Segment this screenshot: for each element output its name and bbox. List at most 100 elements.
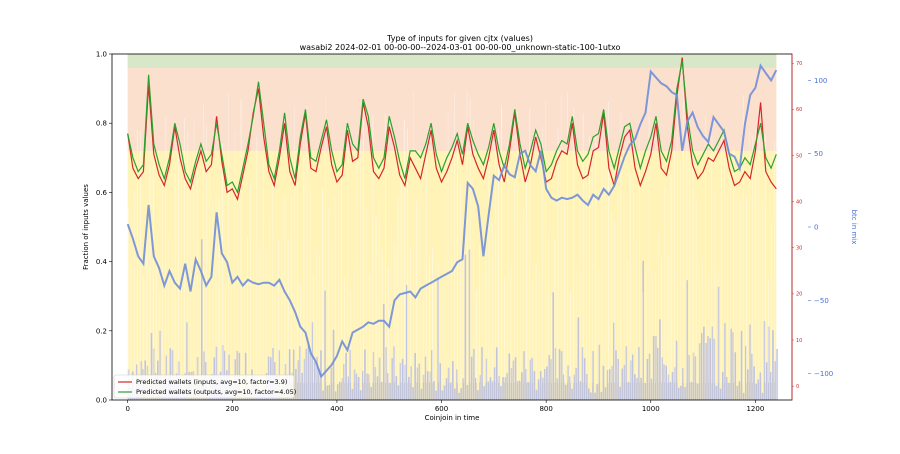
blue-bar: [621, 368, 624, 400]
white-streak: [548, 234, 550, 383]
white-streak: [419, 159, 421, 383]
blue-bar: [330, 367, 333, 400]
y3-tick-label: 0: [796, 384, 799, 390]
blue-bar: [518, 380, 521, 400]
blue-bar: [698, 343, 701, 400]
blue-bar: [726, 376, 728, 400]
blue-bar: [378, 357, 381, 400]
white-streak: [736, 195, 738, 383]
blue-bar: [399, 363, 402, 400]
blue-bar: [464, 254, 467, 400]
blue-bar: [313, 361, 316, 400]
blue-bar: [636, 377, 638, 400]
blue-bar: [493, 367, 496, 400]
blue-bar: [215, 346, 218, 400]
blue-bar: [297, 360, 299, 400]
white-streak: [592, 144, 593, 383]
blue-bar: [659, 319, 661, 400]
white-streak: [466, 90, 468, 383]
white-streak: [648, 94, 650, 383]
white-streak: [680, 161, 681, 383]
y-tick-label: 0.4: [96, 258, 108, 266]
blue-bar: [309, 352, 312, 400]
white-streak: [771, 222, 772, 383]
blue-bar: [481, 347, 483, 400]
white-streak: [231, 270, 233, 383]
blue-bar: [397, 385, 400, 400]
blue-bar: [550, 359, 552, 400]
white-streak: [300, 283, 302, 383]
white-streak: [632, 173, 634, 383]
blue-bar: [694, 356, 697, 400]
white-streak: [441, 293, 443, 383]
blue-bar: [713, 338, 716, 400]
white-streak: [168, 235, 170, 383]
blue-bar: [579, 381, 582, 400]
white-streak: [331, 244, 333, 383]
white-streak: [312, 275, 314, 383]
white-streak: [708, 273, 710, 383]
white-streak: [639, 120, 641, 383]
blue-bar: [742, 392, 745, 400]
white-streak: [476, 289, 477, 383]
blue-bar: [736, 385, 739, 400]
white-streak: [171, 267, 173, 383]
white-streak: [344, 277, 346, 383]
blue-bar: [657, 347, 659, 400]
white-streak: [774, 141, 776, 383]
blue-bar: [541, 377, 544, 400]
blue-bar: [456, 369, 458, 400]
series-lines: [126, 57, 778, 379]
white-streak: [337, 188, 339, 383]
blue-bar: [508, 353, 511, 400]
blue-bar: [332, 329, 335, 400]
blue-bar: [353, 369, 356, 400]
blue-bar: [577, 317, 580, 400]
x-tick-label: 400: [330, 405, 343, 413]
blue-bar: [772, 330, 774, 400]
x-tick-label: 1200: [746, 405, 764, 413]
blue-bar: [588, 388, 590, 400]
white-streak: [325, 95, 327, 383]
white-streak: [498, 128, 499, 383]
white-streak: [623, 196, 625, 383]
x-tick-label: 800: [539, 405, 552, 413]
blue-bar: [357, 377, 360, 400]
x-tick-label: 200: [226, 405, 239, 413]
blue-bar: [393, 346, 396, 400]
blue-bar: [498, 375, 500, 400]
blue-bar: [615, 350, 617, 400]
white-streak: [598, 267, 600, 383]
blue-bar: [307, 345, 310, 400]
white-streak: [516, 111, 518, 383]
white-streak: [228, 93, 229, 383]
blue-bar: [585, 373, 588, 400]
white-streak: [683, 91, 684, 383]
white-streak: [730, 176, 732, 383]
blue-bar: [466, 384, 469, 400]
white-streak: [428, 257, 430, 383]
blue-bar: [445, 378, 448, 400]
blue-bar: [316, 356, 318, 400]
blue-bar: [537, 379, 540, 400]
white-streak: [717, 268, 719, 383]
blue-bar: [776, 348, 778, 400]
blue-bar: [483, 386, 485, 400]
white-streak: [146, 238, 148, 383]
white-streak: [570, 292, 572, 383]
blue-bar: [487, 381, 490, 400]
white-streak: [614, 220, 615, 383]
white-streak: [224, 289, 226, 383]
x-axis-ticks: 0 200 400 600 800 1000 1200: [125, 400, 764, 413]
band-green-top: [127, 54, 777, 68]
white-streak: [739, 199, 741, 383]
y3-tick-label: 20: [796, 292, 802, 298]
blue-bar: [414, 353, 416, 400]
white-streak: [463, 243, 465, 383]
blue-bar: [336, 384, 339, 400]
blue-bar: [514, 357, 517, 400]
blue-bar: [527, 382, 529, 400]
white-streak: [454, 92, 455, 383]
blue-bar: [380, 381, 383, 400]
